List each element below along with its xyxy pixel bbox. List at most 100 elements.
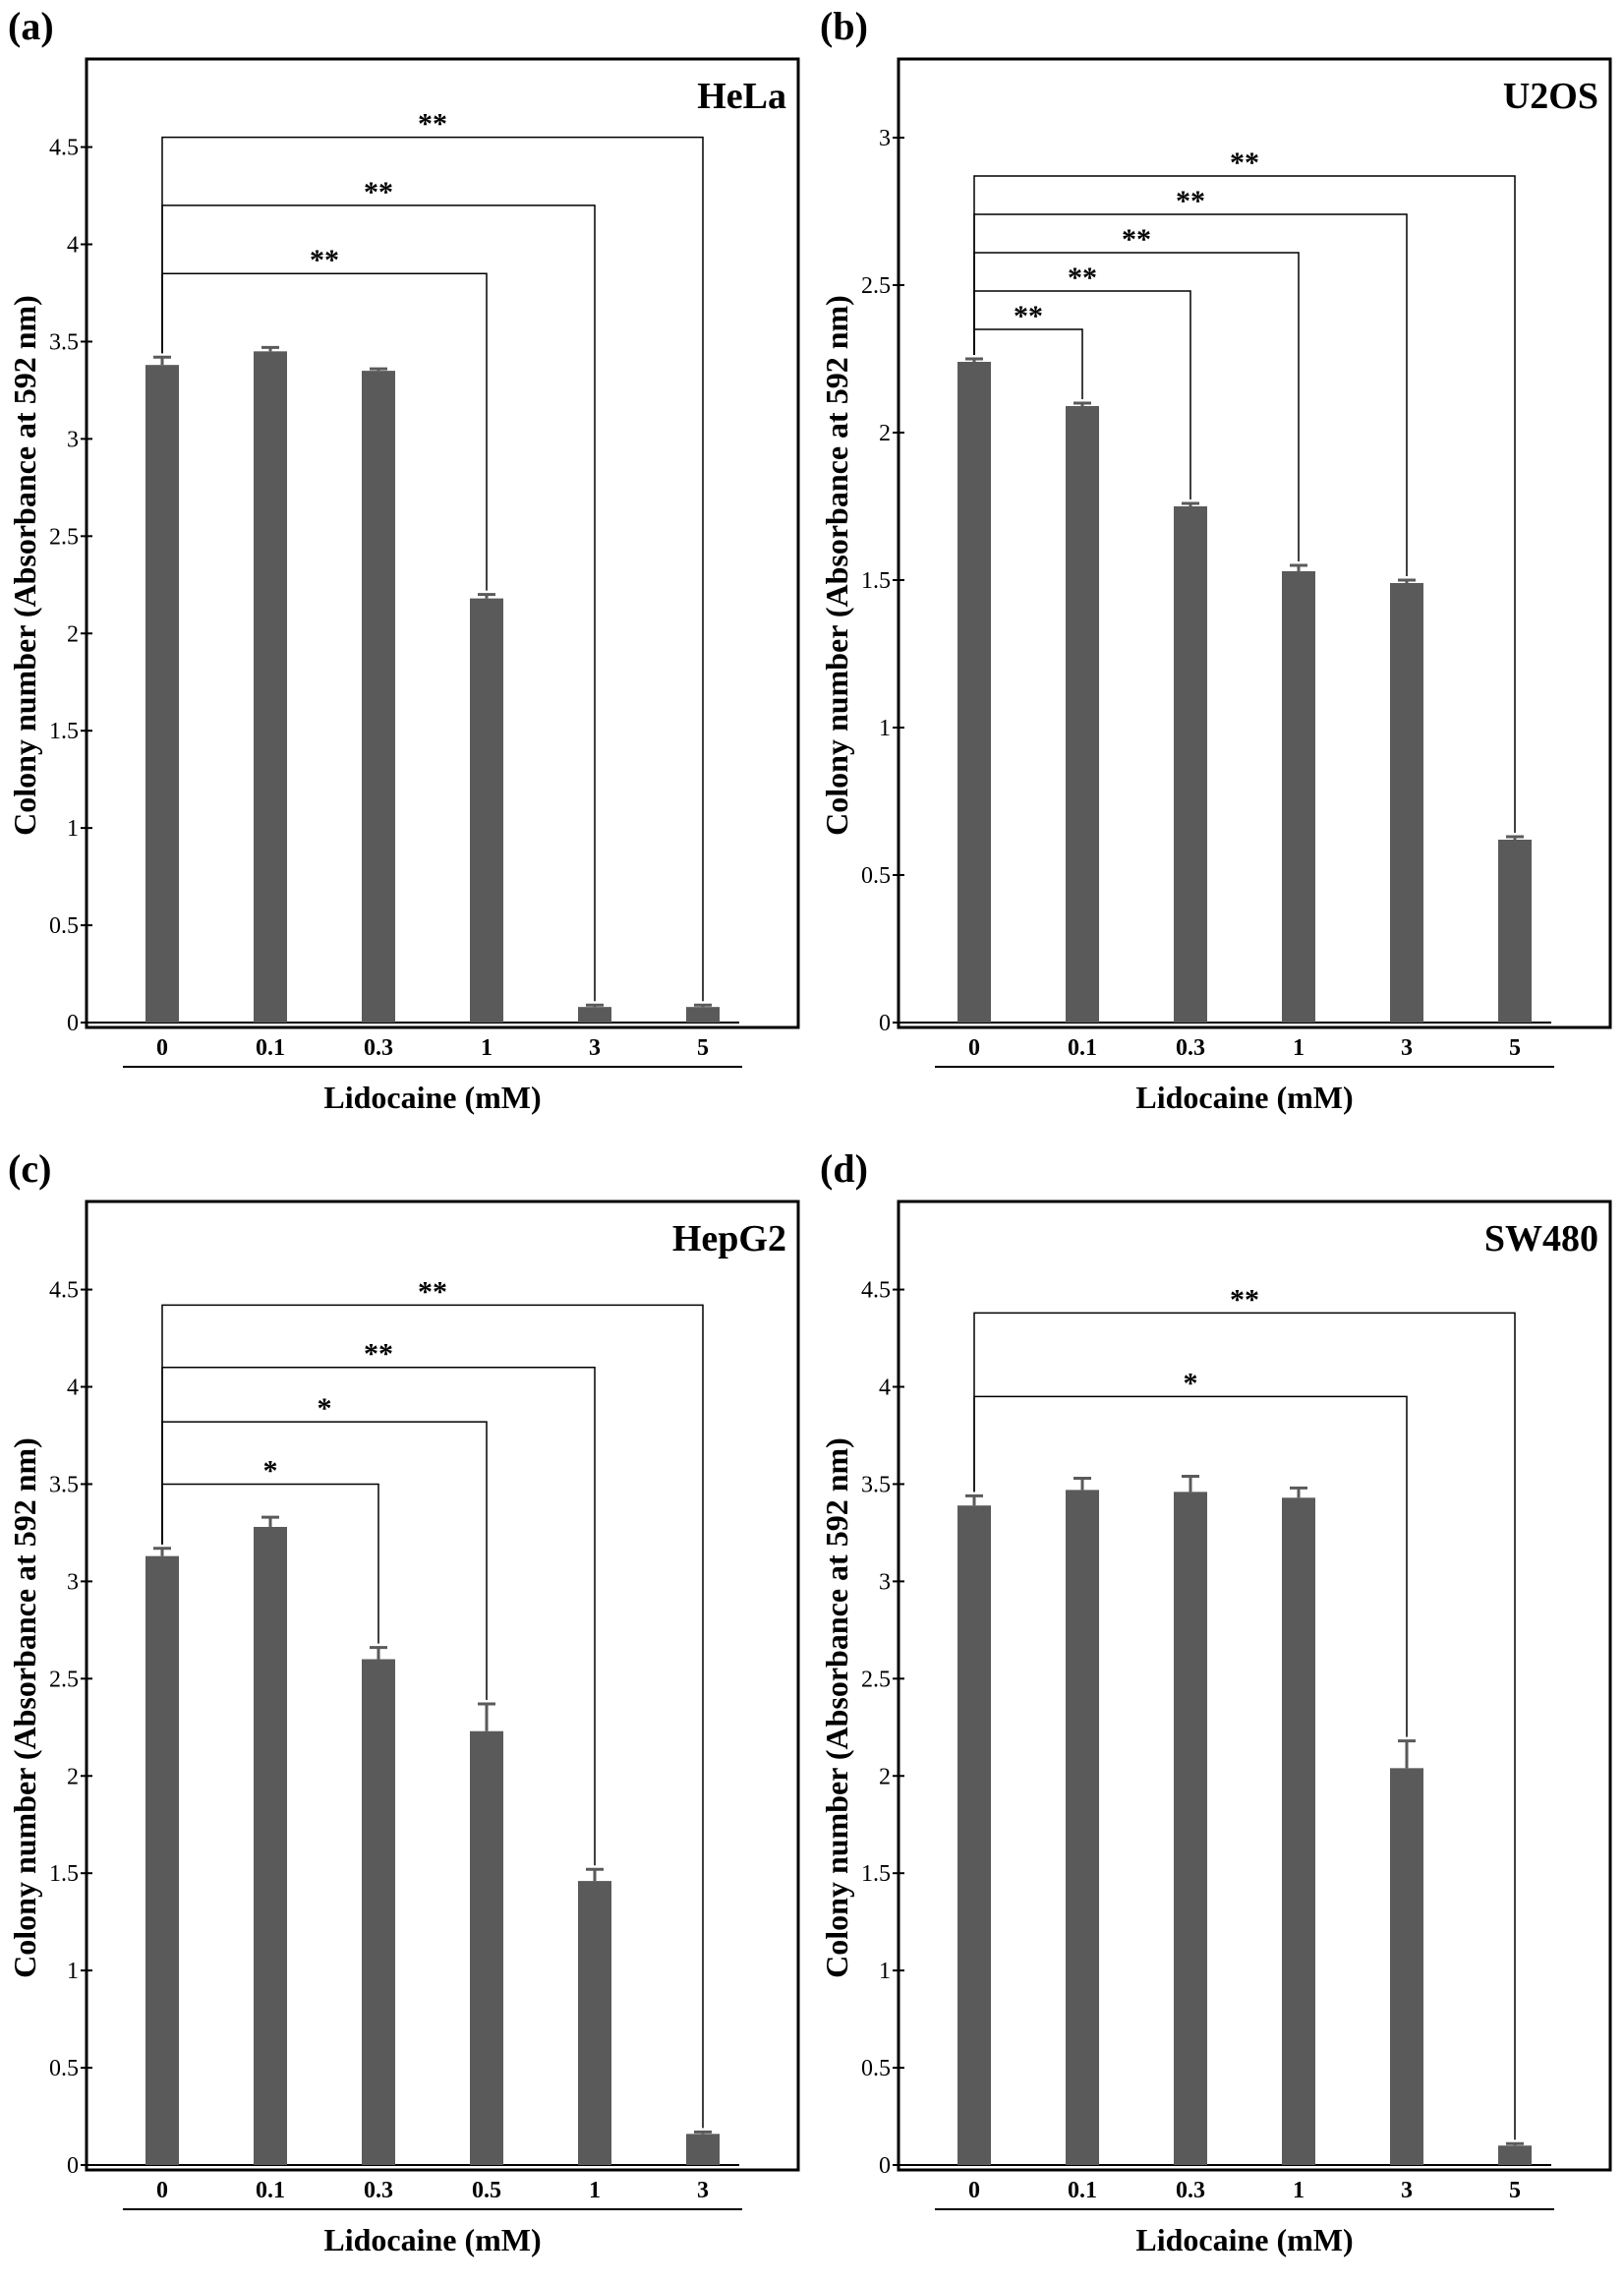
significance-bracket bbox=[973, 175, 1516, 833]
y-tick-label: 0 bbox=[67, 2153, 79, 2179]
bar bbox=[362, 1659, 395, 2165]
x-tick-label: 1 bbox=[1293, 1035, 1305, 1061]
bar bbox=[686, 2134, 720, 2165]
bar bbox=[1390, 1768, 1423, 2165]
plot-frame bbox=[897, 1200, 1612, 2172]
y-tick-label: 4.5 bbox=[861, 1278, 891, 1304]
significance-marker: ** bbox=[1068, 262, 1097, 294]
x-tick-label: 5 bbox=[697, 1035, 709, 1061]
bar bbox=[1066, 406, 1099, 1023]
x-tick-label: 0.3 bbox=[1176, 2178, 1205, 2203]
x-tick-label: 3 bbox=[697, 2178, 709, 2203]
panel-c: (c) HepG2 0 0.5 1 1.5 2 2.5 3 3.5 4 4.5 Colony numbe… bbox=[0, 1142, 812, 2284]
panel-d: (d) SW480 0 0.5 1 1.5 2 2.5 3 3.5 4 4.5 Colony numbe… bbox=[812, 1142, 1624, 2284]
bar bbox=[470, 1730, 503, 2165]
chart-b: (b) U2OS 0 0.5 1 1.5 2 2.5 3 Colony number (Absor… bbox=[819, 4, 1612, 1115]
significance-marker: ** bbox=[1230, 1283, 1259, 1316]
panel-a: (a) HeLa 0 0.5 1 1.5 2 2.5 3 3.5 4 4.5 Colony number… bbox=[0, 0, 812, 1142]
panel-label: (c) bbox=[8, 1146, 51, 1191]
significance-marker: ** bbox=[1230, 146, 1259, 179]
plot-frame bbox=[85, 57, 800, 1029]
plot-frame bbox=[85, 1200, 800, 2172]
significance-marker: ** bbox=[1176, 185, 1205, 217]
y-tick-label: 2.5 bbox=[49, 524, 79, 550]
x-axis-label: Lidocaine (mM) bbox=[1135, 1080, 1353, 1115]
chart-d: (d) SW480 0 0.5 1 1.5 2 2.5 3 3.5 4 4.5 Colony numbe… bbox=[819, 1146, 1612, 2257]
significance-marker: ** bbox=[418, 1275, 447, 1308]
significance-bracket bbox=[161, 1304, 704, 2129]
bar bbox=[145, 1555, 179, 2165]
y-tick-label: 0 bbox=[67, 1011, 79, 1036]
cell-line-title: U2OS bbox=[1503, 76, 1598, 117]
y-tick-label: 0.5 bbox=[49, 913, 79, 939]
x-tick-label: 0 bbox=[156, 2178, 168, 2203]
y-tick-label: 1 bbox=[879, 1959, 891, 1984]
y-tick-label: 2 bbox=[879, 421, 891, 446]
x-tick-label: 0.1 bbox=[1068, 1035, 1097, 1061]
panel-label: (a) bbox=[8, 4, 54, 48]
x-tick-label: 0.1 bbox=[256, 1035, 285, 1061]
y-tick-label: 4.5 bbox=[49, 1278, 79, 1304]
bar bbox=[1282, 1497, 1315, 2165]
bar bbox=[1498, 840, 1532, 1023]
y-tick-label: 3 bbox=[67, 1569, 79, 1595]
bar bbox=[1174, 506, 1207, 1023]
bar bbox=[145, 365, 179, 1023]
panel-label: (b) bbox=[820, 4, 868, 48]
significance-marker: ** bbox=[310, 244, 339, 276]
significance-bracket bbox=[973, 1312, 1516, 2140]
x-tick-label: 0.3 bbox=[364, 1035, 393, 1061]
y-tick-label: 4 bbox=[67, 233, 79, 259]
y-axis-label: Colony number (Absorbance at 592 nm) bbox=[7, 1437, 42, 1978]
x-tick-label: 0.1 bbox=[1068, 2178, 1097, 2203]
chart-c: (c) HepG2 0 0.5 1 1.5 2 2.5 3 3.5 4 4.5 Colony numbe… bbox=[7, 1146, 800, 2257]
y-tick-label: 0 bbox=[879, 1011, 891, 1036]
x-tick-label: 3 bbox=[1401, 1035, 1413, 1061]
y-tick-label: 3 bbox=[879, 126, 891, 151]
y-axis-label: Colony number (Absorbance at 592 nm) bbox=[819, 295, 854, 836]
y-tick-label: 0.5 bbox=[861, 2056, 891, 2081]
significance-marker: * bbox=[263, 1454, 278, 1487]
cell-line-title: HepG2 bbox=[672, 1218, 786, 1259]
bar bbox=[957, 1505, 991, 2165]
y-tick-label: 0.5 bbox=[861, 863, 891, 889]
y-tick-label: 0.5 bbox=[49, 2056, 79, 2081]
y-tick-label: 2.5 bbox=[49, 1667, 79, 1692]
significance-marker: ** bbox=[1014, 300, 1043, 332]
x-tick-label: 0 bbox=[156, 1035, 168, 1061]
bar bbox=[957, 362, 991, 1023]
y-tick-label: 3.5 bbox=[861, 1472, 891, 1497]
bar bbox=[578, 1881, 611, 2165]
y-tick-label: 1.5 bbox=[49, 719, 79, 744]
y-tick-label: 1.5 bbox=[49, 1861, 79, 1887]
cell-line-title: HeLa bbox=[697, 76, 786, 117]
y-tick-label: 1 bbox=[67, 1959, 79, 1984]
significance-marker: ** bbox=[364, 176, 393, 208]
x-tick-label: 1 bbox=[589, 2178, 601, 2203]
bar bbox=[1174, 1492, 1207, 2165]
x-tick-label: 3 bbox=[1401, 2178, 1413, 2203]
x-axis-label: Lidocaine (mM) bbox=[1135, 2222, 1353, 2257]
x-tick-label: 5 bbox=[1509, 1035, 1521, 1061]
x-tick-label: 0 bbox=[968, 2178, 980, 2203]
x-axis-label: Lidocaine (mM) bbox=[323, 1080, 541, 1115]
y-tick-label: 1 bbox=[879, 716, 891, 741]
y-tick-label: 0 bbox=[879, 2153, 891, 2179]
bar bbox=[470, 598, 503, 1023]
significance-bracket bbox=[161, 1421, 488, 1701]
y-axis-label: Colony number (Absorbance at 592 nm) bbox=[7, 295, 42, 836]
x-tick-label: 0.5 bbox=[472, 2178, 501, 2203]
x-tick-label: 5 bbox=[1509, 2178, 1521, 2203]
y-tick-label: 2 bbox=[67, 1764, 79, 1789]
cell-line-title: SW480 bbox=[1484, 1218, 1598, 1259]
y-axis-label: Colony number (Absorbance at 592 nm) bbox=[819, 1437, 854, 1978]
panel-b: (b) U2OS 0 0.5 1 1.5 2 2.5 3 Colony number (Absor… bbox=[812, 0, 1624, 1142]
bar bbox=[1498, 2145, 1532, 2165]
x-tick-label: 1 bbox=[1293, 2178, 1305, 2203]
bar bbox=[686, 1007, 720, 1023]
x-tick-label: 3 bbox=[589, 1035, 601, 1061]
bar bbox=[362, 371, 395, 1023]
y-tick-label: 4.5 bbox=[49, 136, 79, 161]
significance-bracket bbox=[161, 136, 704, 1002]
significance-marker: ** bbox=[364, 1338, 393, 1371]
